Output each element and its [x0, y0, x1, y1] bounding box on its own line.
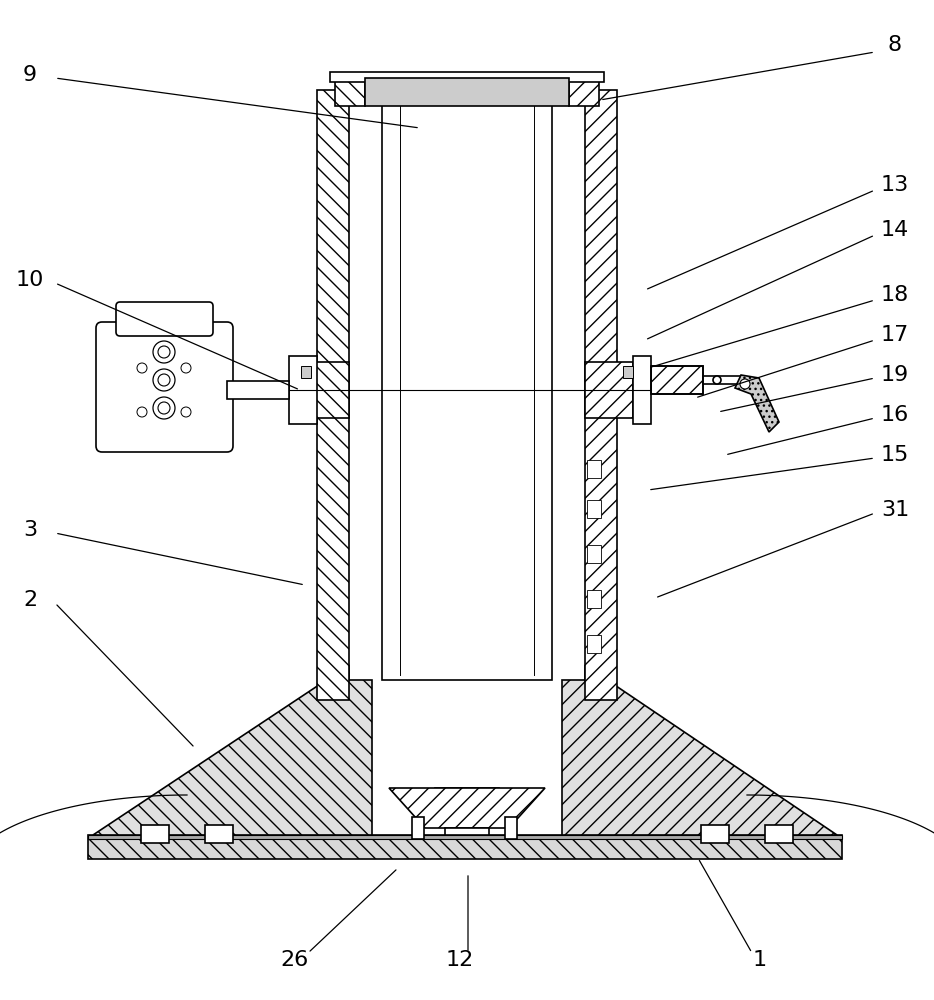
Bar — [317, 90, 349, 700]
Polygon shape — [389, 788, 545, 828]
Text: 15: 15 — [881, 445, 909, 465]
Text: 14: 14 — [881, 220, 909, 240]
Circle shape — [713, 376, 721, 384]
Text: 13: 13 — [881, 175, 909, 195]
Bar — [205, 825, 233, 843]
Circle shape — [229, 382, 245, 398]
Bar — [289, 356, 317, 424]
FancyBboxPatch shape — [96, 322, 233, 452]
Bar — [457, 78, 477, 106]
Bar — [382, 90, 552, 680]
Bar — [301, 366, 311, 378]
Polygon shape — [735, 375, 779, 432]
Circle shape — [158, 346, 170, 358]
FancyBboxPatch shape — [116, 302, 213, 336]
Text: 17: 17 — [881, 325, 909, 345]
Bar — [633, 356, 651, 424]
Circle shape — [158, 374, 170, 386]
Bar — [227, 381, 289, 399]
Circle shape — [158, 402, 170, 414]
Bar — [587, 545, 601, 563]
Bar — [623, 366, 633, 378]
Text: 19: 19 — [881, 365, 909, 385]
Bar — [587, 635, 601, 653]
Bar — [701, 825, 729, 843]
Bar — [585, 362, 633, 418]
Bar — [445, 828, 489, 835]
Text: 8: 8 — [888, 35, 902, 55]
Bar — [301, 362, 349, 418]
Bar — [435, 788, 499, 810]
Bar — [412, 817, 424, 839]
Bar — [587, 590, 601, 608]
Text: 10: 10 — [16, 270, 44, 290]
Bar — [569, 78, 599, 106]
Bar — [141, 825, 169, 843]
Bar — [587, 500, 601, 518]
Text: 16: 16 — [881, 405, 909, 425]
Circle shape — [740, 379, 750, 389]
Bar — [88, 835, 842, 859]
Bar — [703, 376, 745, 384]
Text: 9: 9 — [23, 65, 37, 85]
Text: 26: 26 — [281, 950, 309, 970]
Text: 3: 3 — [23, 520, 37, 540]
Bar — [765, 825, 793, 843]
Text: 31: 31 — [881, 500, 909, 520]
Bar — [587, 460, 601, 478]
Bar — [335, 78, 365, 106]
Polygon shape — [93, 665, 372, 835]
Polygon shape — [562, 665, 837, 835]
Bar — [88, 835, 842, 839]
Bar — [330, 72, 604, 82]
Bar — [651, 366, 703, 394]
Bar — [651, 366, 703, 394]
Text: 12: 12 — [446, 950, 474, 970]
Text: 1: 1 — [753, 950, 767, 970]
Bar — [505, 817, 517, 839]
Bar — [365, 78, 569, 106]
Text: 2: 2 — [23, 590, 37, 610]
Bar — [585, 90, 617, 700]
Text: 18: 18 — [881, 285, 909, 305]
